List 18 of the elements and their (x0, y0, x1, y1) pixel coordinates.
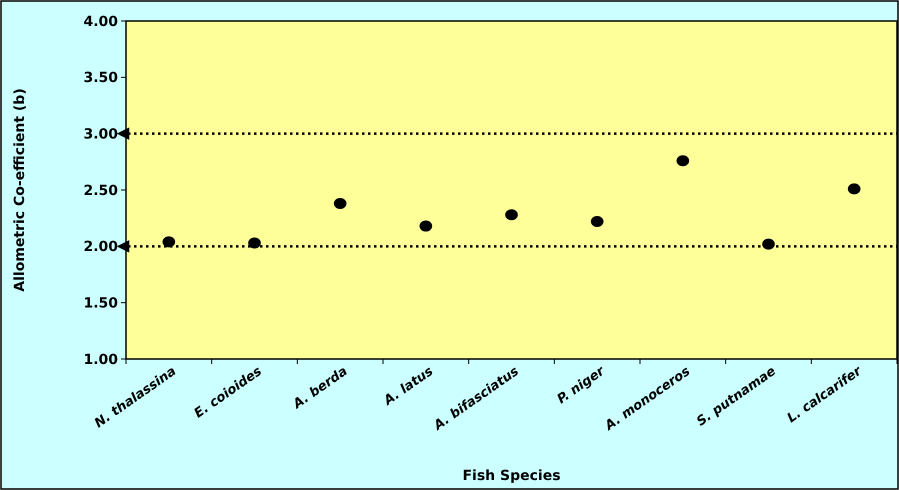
point (248, 237, 261, 248)
point (420, 220, 432, 232)
point (762, 238, 775, 250)
y-tick-label: 2.50 (83, 182, 118, 199)
point (334, 198, 346, 210)
point (505, 209, 518, 220)
point (848, 183, 860, 194)
y-tick-label: 1.50 (83, 296, 118, 312)
point (162, 236, 176, 248)
point (676, 155, 690, 166)
y-tick-label: 4.00 (83, 14, 118, 30)
y-tick-label: 3.00 (83, 126, 118, 143)
y-axis-title: Allometric Co-efficient (b) (12, 88, 28, 292)
point (590, 216, 604, 228)
y-tick-label: 2.00 (83, 239, 118, 256)
y-tick-label: 3.50 (83, 70, 118, 86)
x-axis-title: Fish Species (462, 468, 561, 484)
y-tick-label: 1.00 (83, 352, 118, 368)
